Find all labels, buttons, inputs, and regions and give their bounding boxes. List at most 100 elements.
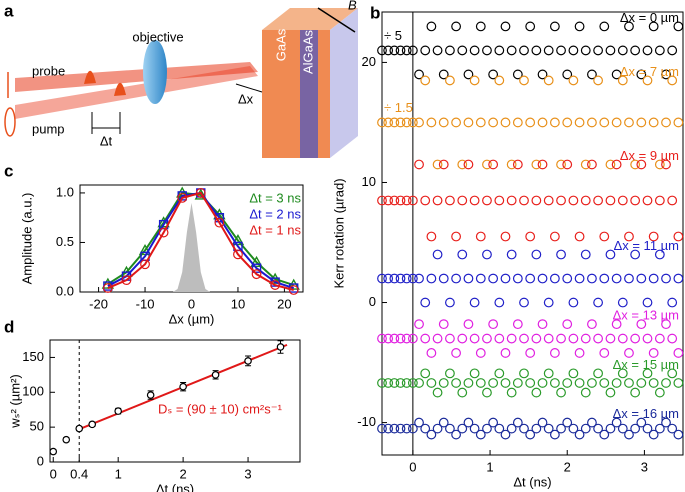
data-point	[420, 333, 431, 344]
data-point	[383, 117, 394, 128]
y-tick-label: 0	[369, 294, 376, 309]
data-point	[420, 368, 431, 379]
data-point	[642, 368, 653, 379]
data-point	[593, 423, 604, 434]
data-point	[426, 378, 437, 388]
data-point	[158, 227, 169, 238]
data-point	[475, 117, 486, 128]
data-point	[556, 423, 566, 434]
data-point	[549, 429, 560, 440]
data-point	[179, 382, 187, 391]
data-point	[377, 333, 387, 344]
data-point	[438, 378, 449, 388]
barrier-layer	[300, 30, 318, 158]
data-point	[667, 45, 678, 56]
data-point	[543, 195, 554, 206]
x-tick-label: 1	[486, 459, 493, 474]
data-point	[587, 117, 597, 128]
data-point	[438, 117, 449, 128]
data-point	[580, 195, 591, 206]
data-point	[457, 423, 468, 434]
data-point	[463, 378, 474, 388]
data-point	[463, 159, 474, 170]
data-point	[519, 368, 529, 379]
data-point	[432, 195, 443, 206]
data-point	[475, 231, 486, 242]
data-point	[506, 195, 517, 206]
data-point	[500, 273, 511, 284]
data-point	[519, 333, 529, 344]
x-axis-label: Δt (ns)	[513, 474, 551, 489]
x-axis-label: Δx (µm)	[169, 311, 215, 326]
data-point	[624, 429, 634, 440]
data-point	[414, 69, 424, 80]
data-point	[401, 117, 412, 128]
data-point	[587, 273, 597, 284]
label: probe	[32, 63, 65, 78]
data-point	[599, 348, 610, 358]
data-point	[543, 333, 554, 344]
data-point	[407, 117, 418, 128]
data-point	[250, 255, 263, 267]
y-tick-label: 100	[22, 384, 44, 399]
data-point	[414, 117, 424, 128]
x-tick-label: 0	[409, 459, 416, 474]
data-point	[580, 249, 591, 260]
y-tick-label: 1.0	[56, 184, 74, 199]
data-point	[377, 117, 387, 128]
data-point	[463, 417, 474, 428]
data-point	[488, 273, 499, 284]
data-point	[568, 297, 579, 308]
data-point	[636, 319, 647, 330]
data-point	[630, 333, 641, 344]
data-point	[648, 429, 659, 440]
data-point	[389, 378, 400, 388]
data-point	[389, 423, 400, 434]
label: Δx	[238, 91, 254, 106]
data-point	[587, 417, 597, 428]
data-point	[617, 333, 628, 344]
legend-label: Δx = 0 µm	[620, 10, 679, 25]
data-point	[642, 45, 653, 56]
data-point	[463, 69, 474, 80]
data-point	[506, 387, 517, 398]
data-point	[519, 195, 529, 206]
data-point	[475, 21, 486, 32]
data-point	[654, 333, 665, 344]
legend-label: Δx = 11 µm	[614, 238, 679, 253]
data-point	[475, 348, 486, 358]
data-point	[593, 195, 604, 206]
data-point	[617, 297, 628, 308]
data-point	[661, 159, 671, 170]
data-point	[574, 117, 585, 128]
data-point	[426, 429, 437, 440]
data-point	[177, 192, 188, 203]
data-point	[432, 249, 443, 260]
data-point	[401, 45, 412, 56]
data-point	[457, 195, 468, 206]
y-tick-label: 10	[362, 174, 376, 189]
data-point	[395, 45, 406, 56]
data-point	[75, 424, 84, 433]
data-point	[611, 319, 622, 330]
data-point	[506, 249, 517, 260]
data-point	[549, 273, 560, 284]
data-point	[543, 297, 554, 308]
label: objective	[132, 29, 183, 44]
data-point	[506, 45, 517, 56]
data-point	[383, 333, 394, 344]
data-point	[562, 159, 573, 170]
data-point	[654, 387, 665, 398]
data-point	[648, 273, 659, 284]
data-point	[500, 231, 511, 242]
data-point	[414, 378, 424, 388]
data-point	[605, 333, 616, 344]
data-point	[667, 297, 678, 308]
data-point	[624, 21, 634, 32]
data-point	[599, 21, 610, 32]
data-point	[482, 195, 492, 206]
data-point	[475, 273, 486, 284]
data-point	[457, 159, 468, 170]
data-point	[438, 69, 449, 80]
fit-curve	[107, 191, 295, 287]
